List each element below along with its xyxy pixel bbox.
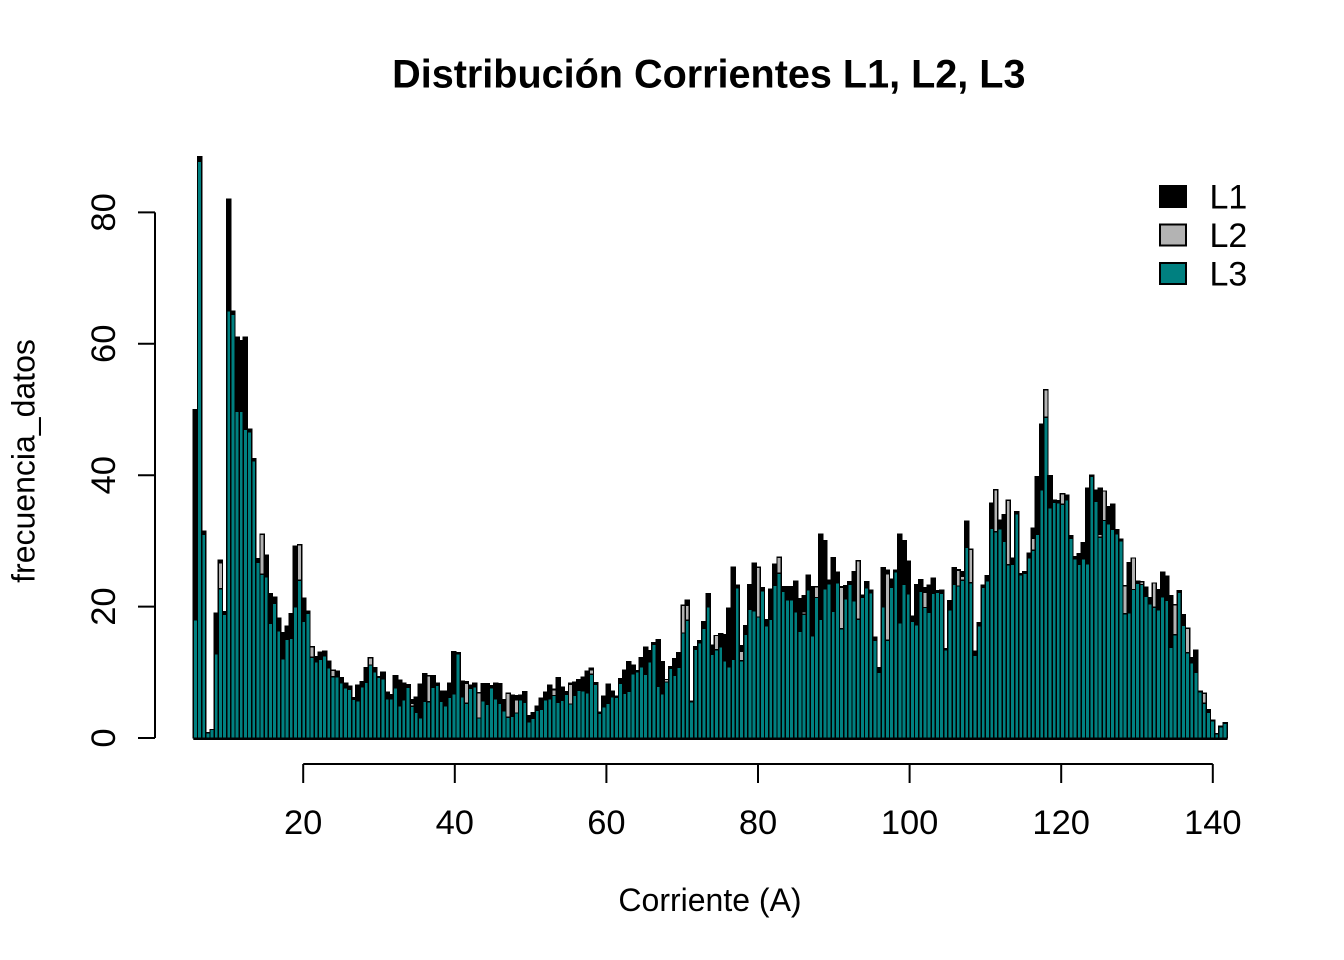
svg-text:L1: L1 xyxy=(1210,179,1248,217)
svg-text:Distribución Corrientes L1, L2: Distribución Corrientes L1, L2, L3 xyxy=(392,53,1025,97)
svg-text:140: 140 xyxy=(1184,804,1242,842)
svg-text:frecuencia_datos: frecuencia_datos xyxy=(6,339,42,583)
svg-text:Corriente (A): Corriente (A) xyxy=(618,882,801,918)
svg-text:L3: L3 xyxy=(1210,256,1248,294)
svg-text:120: 120 xyxy=(1032,804,1090,842)
svg-text:40: 40 xyxy=(85,456,123,494)
svg-text:60: 60 xyxy=(85,325,123,363)
svg-text:20: 20 xyxy=(284,804,322,842)
svg-text:60: 60 xyxy=(587,804,625,842)
svg-text:0: 0 xyxy=(85,728,123,747)
svg-text:100: 100 xyxy=(881,804,939,842)
svg-text:40: 40 xyxy=(436,804,474,842)
svg-text:80: 80 xyxy=(739,804,777,842)
svg-text:20: 20 xyxy=(85,587,123,625)
svg-text:80: 80 xyxy=(85,193,123,231)
svg-text:L2: L2 xyxy=(1210,217,1248,255)
